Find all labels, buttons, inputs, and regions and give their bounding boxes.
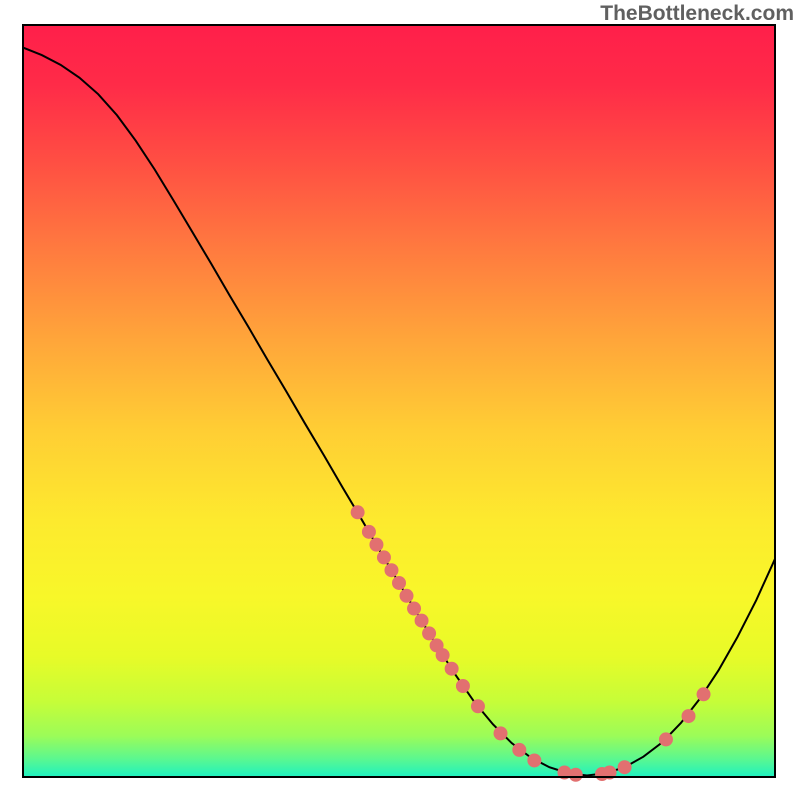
data-marker bbox=[513, 743, 526, 756]
bottleneck-chart bbox=[0, 0, 800, 800]
data-marker bbox=[471, 700, 484, 713]
data-marker bbox=[362, 525, 375, 538]
data-marker bbox=[408, 602, 421, 615]
data-marker bbox=[569, 768, 582, 781]
data-marker bbox=[351, 506, 364, 519]
data-marker bbox=[370, 538, 383, 551]
data-marker bbox=[682, 710, 695, 723]
data-marker bbox=[456, 680, 469, 693]
data-marker bbox=[436, 649, 449, 662]
data-marker bbox=[697, 688, 710, 701]
data-marker bbox=[415, 614, 428, 627]
data-marker bbox=[618, 761, 631, 774]
data-marker bbox=[393, 576, 406, 589]
plot-background bbox=[23, 25, 775, 777]
data-marker bbox=[385, 564, 398, 577]
data-marker bbox=[400, 589, 413, 602]
watermark-text: TheBottleneck.com bbox=[600, 2, 794, 26]
data-marker bbox=[494, 727, 507, 740]
chart-stage: TheBottleneck.com bbox=[0, 0, 800, 800]
data-marker bbox=[377, 551, 390, 564]
data-marker bbox=[528, 754, 541, 767]
data-marker bbox=[659, 733, 672, 746]
data-marker bbox=[445, 662, 458, 675]
data-marker bbox=[423, 627, 436, 640]
